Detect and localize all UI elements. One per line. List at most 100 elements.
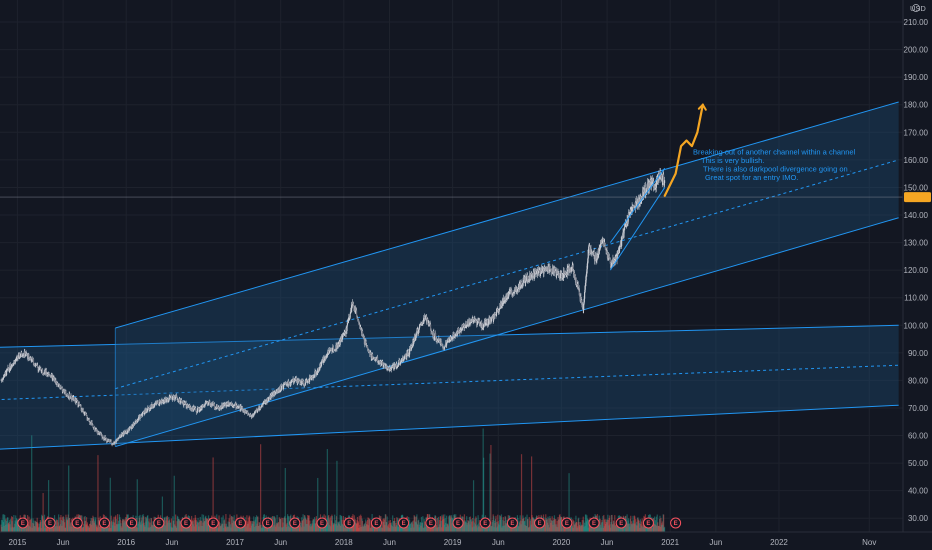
volume-bar [62,516,64,532]
candle-body [583,298,585,304]
volume-bar [580,524,583,532]
volume-bar [603,514,605,532]
candle-body [50,374,52,377]
candle-body [491,317,493,319]
candle-body [637,199,640,201]
volume-bar [529,526,531,532]
volume-bar [392,526,394,532]
candle-body [231,403,233,406]
earnings-event-circle [343,517,355,529]
volume-bar [523,517,525,532]
volume-bar [70,518,73,532]
volume-bar [203,521,206,532]
volume-bar [165,516,168,532]
candle-body [358,323,360,325]
volume-bar [38,526,40,532]
volume-bar [529,520,531,532]
candle-body [288,383,290,386]
volume-bar [475,516,477,532]
volume-bar [283,518,285,532]
candle-body [79,405,82,407]
earnings-event-marker: E [425,517,437,529]
candle-body [526,274,529,282]
candle-body [535,273,537,274]
volume-bar [467,520,469,532]
volume-bar [599,518,601,532]
volume-bar [32,523,35,532]
candle-body [160,401,162,404]
volume-bar [107,527,109,532]
candle-body [4,375,6,377]
candle-body [183,404,185,406]
volume-bar [53,524,55,532]
volume-bar [190,526,192,532]
volume-bar [590,524,593,532]
candle-body [13,362,15,365]
volume-bar [662,514,664,532]
candle-body [100,432,102,434]
candle-body [508,293,510,297]
volume-bar [611,524,614,532]
candle-body [522,282,524,286]
volume-bar [531,517,534,532]
candle-body [30,357,32,359]
candle-body [317,368,319,373]
candle-body [97,432,100,434]
volume-bar [37,522,39,532]
candle-body [357,318,359,320]
volume-bar [285,518,287,532]
volume-bar [205,517,207,532]
volume-bar [449,518,451,532]
candle-body [193,406,195,410]
volume-bar [317,477,319,532]
volume-bar [478,523,480,532]
volume-bar [281,527,283,532]
candle-body [203,405,205,407]
candle-body [227,404,229,406]
volume-bar [75,527,78,532]
volume-bar [586,515,588,532]
volume-bar [77,527,79,532]
currency-settings-icon[interactable] [912,4,920,12]
volume-bar [480,525,482,532]
candle-body [137,419,139,421]
candle-body [503,300,505,302]
volume-bar [65,519,68,532]
volume-bar [17,520,19,532]
volume-bar [113,516,115,532]
volume-bar [417,520,419,532]
candle-body [36,364,38,366]
candle-body [563,270,565,274]
candle-body [52,377,54,378]
volume-bar [106,523,109,532]
volume-bar [524,525,526,532]
volume-bar [617,523,619,532]
y-tick-label: 190.00 [904,73,929,82]
volume-bar [182,527,185,532]
earnings-event-circle [126,517,138,529]
volume-bar [226,526,228,532]
candle-body [595,255,597,263]
volume-bar [599,518,601,532]
volume-bar [468,516,471,532]
volume-bar [483,457,485,532]
volume-bar [541,527,544,532]
candle-body [513,290,515,294]
volume-bar [642,519,645,532]
volume-bar [502,519,504,532]
candle-body [549,267,551,270]
volume-bar [326,449,328,532]
x-tick-label: Jun [165,538,178,547]
volume-bar [574,524,576,532]
volume-bar [275,524,277,532]
candle-body [392,367,394,368]
candle-body [434,337,436,338]
volume-bar [342,524,344,532]
volume-bar [19,525,21,532]
volume-bar [226,527,228,532]
candle-body [222,406,224,408]
candle-body [28,354,30,359]
candle-body [439,339,441,342]
volume-bar [629,526,631,532]
